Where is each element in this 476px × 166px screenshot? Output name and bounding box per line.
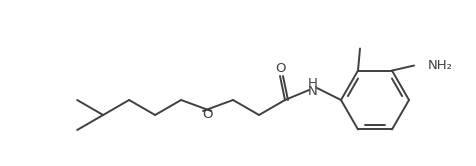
Text: O: O <box>275 61 285 75</box>
Text: H: H <box>308 77 318 89</box>
Text: O: O <box>202 109 212 122</box>
Text: N: N <box>308 84 318 97</box>
Text: NH₂: NH₂ <box>428 59 453 72</box>
